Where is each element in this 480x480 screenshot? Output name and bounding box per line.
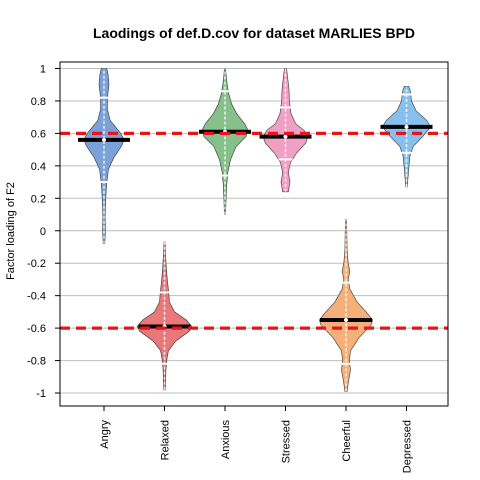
y-tick-label: 1	[40, 63, 46, 75]
violin-mean	[404, 124, 409, 129]
x-tick-label: Stressed	[281, 420, 293, 463]
x-tick-label: Relaxed	[160, 420, 172, 460]
violin-anxious	[199, 68, 251, 215]
violin-mean	[283, 134, 288, 139]
reference-line-layer	[60, 131, 448, 330]
x-tick-label: Angry	[99, 420, 111, 449]
y-tick-label: -0.6	[27, 323, 46, 335]
y-axis-label: Factor loading of F2	[5, 182, 17, 280]
x-tick-label: Depressed	[402, 420, 414, 473]
y-tick-label: -0.2	[27, 258, 46, 270]
y-tick-label: 0	[40, 226, 46, 238]
y-tick-label: 0.6	[31, 128, 46, 140]
y-tick-label: 0.4	[31, 161, 46, 173]
violin-mean	[344, 318, 348, 322]
violin-angry	[78, 68, 130, 244]
violin-depressed	[380, 86, 433, 188]
x-tick-label: Cheerful	[341, 420, 353, 462]
axis-layer: 1 0.8 0.6 0.4 0.2 0 -0.2 -0.4 -0.6 -0.8 -1 Angry Rel…	[27, 63, 413, 473]
plot-frame	[59, 61, 449, 407]
violin-body	[136, 241, 193, 391]
y-tick-label: -0.4	[27, 291, 46, 303]
chart-title: Laodings of def.D.cov for dataset MARLIE…	[93, 25, 415, 41]
violin-stressed	[259, 68, 312, 193]
violin-mean	[102, 137, 106, 142]
violin-layer	[78, 68, 433, 392]
y-tick-label: -1	[36, 388, 46, 400]
y-tick-label: -0.8	[27, 356, 46, 368]
y-tick-label: 0.2	[31, 193, 46, 205]
x-tick-label: Anxious	[220, 420, 232, 460]
y-tick-label: 0.8	[31, 96, 46, 108]
